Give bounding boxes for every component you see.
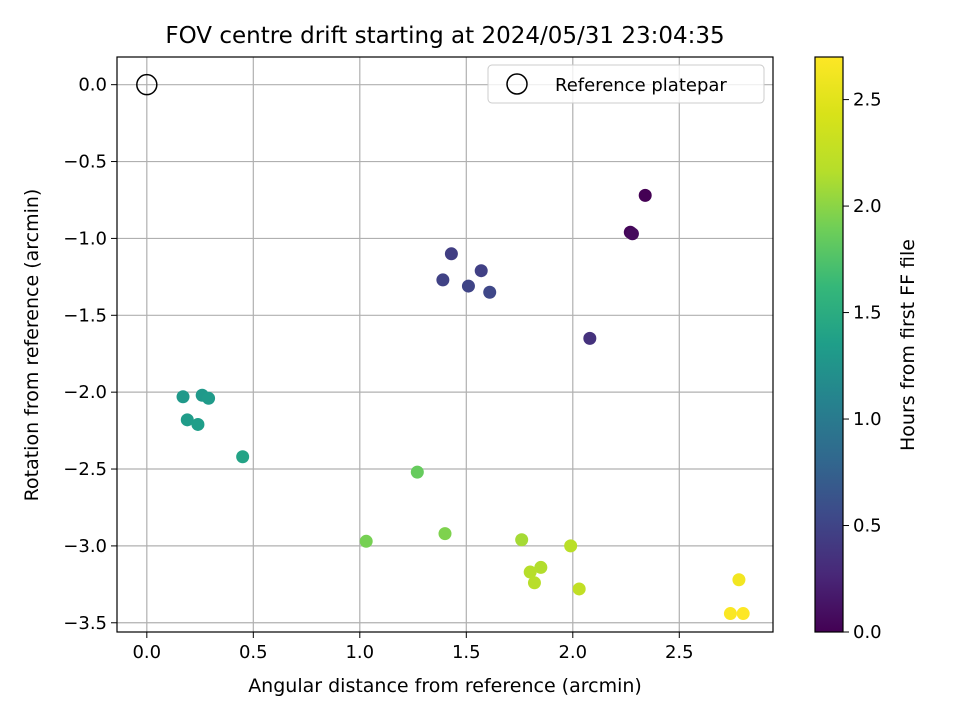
x-tick-label: 1.5 (452, 642, 481, 663)
data-point (439, 527, 452, 540)
data-point (528, 576, 541, 589)
colorbar-tick-label: 2.0 (853, 196, 882, 217)
colorbar-gradient (815, 57, 843, 632)
data-point (411, 466, 424, 479)
x-axis-ticks: 0.0 0.5 1.0 1.5 2.0 2.5 (132, 632, 693, 663)
data-point (436, 273, 449, 286)
colorbar-tick-label: 0.5 (853, 516, 882, 537)
chart-title: FOV centre drift starting at 2024/05/31 … (165, 23, 724, 49)
data-point (360, 535, 373, 548)
y-tick-label: −1.0 (63, 228, 107, 249)
data-point (639, 189, 652, 202)
data-point (177, 390, 190, 403)
colorbar-tick-label: 0.0 (853, 622, 882, 643)
grid-lines (117, 57, 773, 632)
data-point (515, 533, 528, 546)
data-point (445, 247, 458, 260)
y-axis-ticks: 0.0 −0.5 −1.0 −1.5 −2.0 −2.5 −3.0 −3.5 (63, 75, 117, 634)
x-tick-label: 1.0 (345, 642, 374, 663)
x-tick-label: 2.0 (558, 642, 587, 663)
y-tick-label: −1.5 (63, 305, 107, 326)
y-tick-label: −3.0 (63, 536, 107, 557)
data-point (475, 264, 488, 277)
x-tick-label: 2.5 (665, 642, 694, 663)
colorbar-ticks: 0.0 0.5 1.0 1.5 2.0 2.5 (843, 90, 882, 643)
data-point (724, 607, 737, 620)
y-tick-label: −3.5 (63, 613, 107, 634)
y-axis-label: Rotation from reference (arcmin) (21, 189, 43, 502)
data-points (177, 189, 750, 620)
colorbar-tick-label: 2.5 (853, 90, 882, 111)
colorbar-label: Hours from first FF file (897, 239, 919, 451)
x-tick-label: 0.5 (239, 642, 268, 663)
data-point (626, 227, 639, 240)
data-point (583, 332, 596, 345)
data-point (732, 573, 745, 586)
data-point (737, 607, 750, 620)
data-point (564, 539, 577, 552)
data-point (202, 392, 215, 405)
colorbar-tick-label: 1.0 (853, 409, 882, 430)
drift-figure: FOV centre drift starting at 2024/05/31 … (0, 0, 960, 720)
x-tick-label: 0.0 (132, 642, 161, 663)
x-axis-label: Angular distance from reference (arcmin) (248, 675, 642, 697)
data-point (462, 280, 475, 293)
y-tick-label: −2.0 (63, 382, 107, 403)
data-point (573, 582, 586, 595)
y-tick-label: −0.5 (63, 152, 107, 173)
data-point (191, 418, 204, 431)
colorbar: 0.0 0.5 1.0 1.5 2.0 2.5 Hours from first FF f… (815, 57, 919, 643)
legend: Reference platepar (488, 65, 764, 103)
colorbar-tick-label: 1.5 (853, 303, 882, 324)
data-point (236, 450, 249, 463)
data-point (483, 286, 496, 299)
legend-label: Reference platepar (555, 75, 727, 96)
y-tick-label: 0.0 (78, 75, 107, 96)
y-tick-label: −2.5 (63, 459, 107, 480)
